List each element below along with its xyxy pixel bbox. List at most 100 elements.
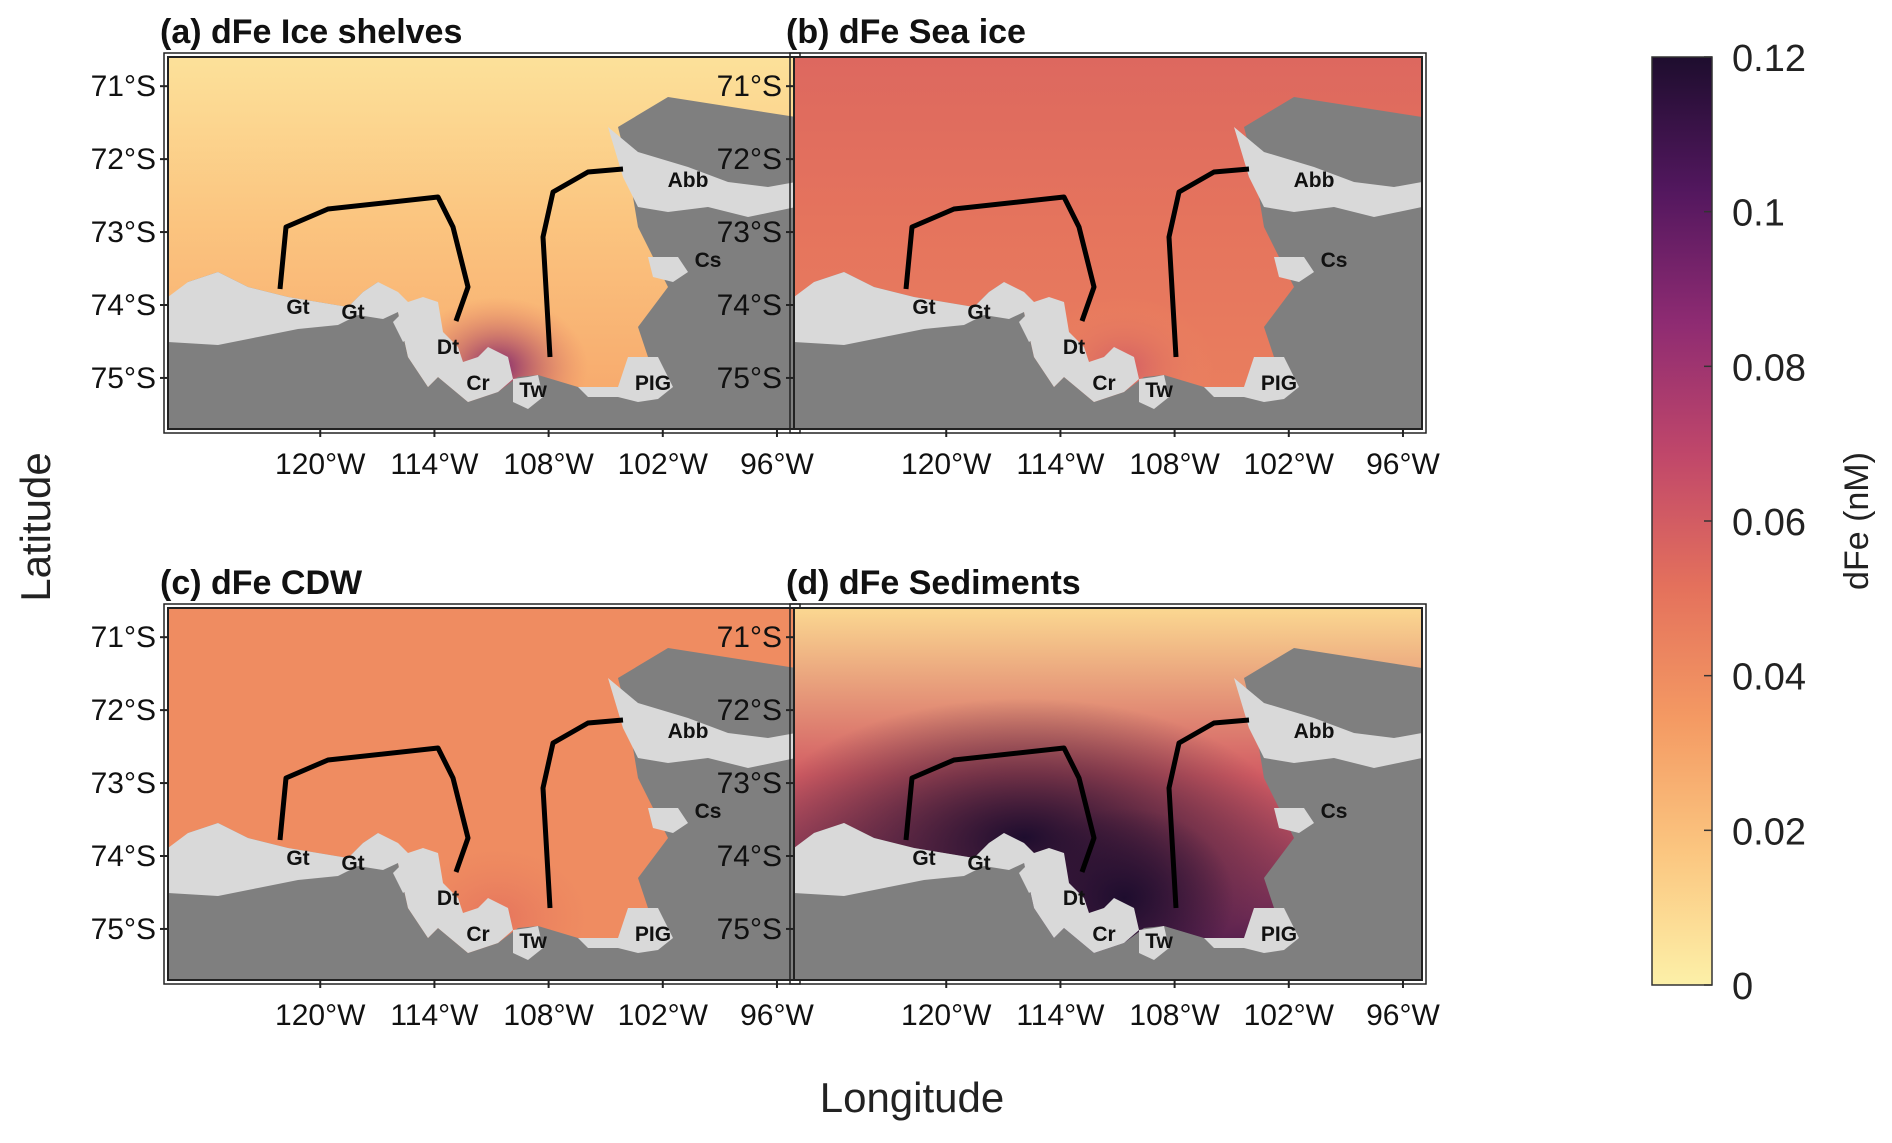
lon-tick-label: 96°W xyxy=(740,448,814,481)
lat-tick-label: 72°S xyxy=(717,143,782,176)
lat-tick-label: 72°S xyxy=(717,694,782,727)
place-label: Dt xyxy=(437,887,459,910)
colorbar-tick-label: 0.04 xyxy=(1732,657,1806,699)
panel-title: (d) dFe Sediments xyxy=(786,564,1081,602)
place-label: Cs xyxy=(1321,249,1348,272)
lat-tick-label: 73°S xyxy=(717,767,782,800)
place-label: Cr xyxy=(1092,372,1115,395)
lat-tick-label: 74°S xyxy=(717,840,782,873)
lat-tick-label: 75°S xyxy=(717,913,782,946)
panel-b: Gt Gt Dt Cr Tw PIG Cs Abb (b) dFe Sea ice 120°W 11… xyxy=(717,13,1441,481)
polynya-outline xyxy=(277,194,471,322)
colorbar-tick-label: 0.02 xyxy=(1732,811,1806,853)
place-label: Cs xyxy=(695,249,722,272)
place-label: PIG xyxy=(1261,923,1297,946)
lon-tick-label: 96°W xyxy=(740,999,814,1032)
lon-tick-label: 108°W xyxy=(503,448,594,481)
panel-a: Gt Gt Dt Cr Tw PIG Cs Abb (a) dFe Ice shelves 120… xyxy=(91,13,815,481)
lat-tick-label: 72°S xyxy=(91,143,156,176)
place-label: Tw xyxy=(1145,379,1173,402)
colorbar-label: dFe (nM) xyxy=(1838,452,1876,590)
lat-tick-label: 75°S xyxy=(91,913,156,946)
y-axis-label: Latitude xyxy=(12,452,59,601)
place-label: PIG xyxy=(635,923,671,946)
lat-tick-label: 74°S xyxy=(717,289,782,322)
map-frame xyxy=(793,56,1423,430)
place-label: Dt xyxy=(437,336,459,359)
lat-tick-label: 75°S xyxy=(91,362,156,395)
place-label: PIG xyxy=(1261,372,1297,395)
place-label: Tw xyxy=(1145,930,1173,953)
colorbar-tick-label: 0 xyxy=(1732,966,1753,1008)
lat-tick-label: 73°S xyxy=(91,767,156,800)
place-label: Gt xyxy=(341,852,364,875)
polynya-outline xyxy=(903,745,1097,873)
place-label: Abb xyxy=(668,169,709,192)
polynya-outline xyxy=(903,194,1097,322)
place-label: Dt xyxy=(1063,336,1085,359)
lon-tick-label: 120°W xyxy=(275,999,366,1032)
polynya-outline xyxy=(277,745,471,873)
polynya-outline xyxy=(540,166,624,358)
lat-tick-label: 73°S xyxy=(717,216,782,249)
lon-tick-label: 108°W xyxy=(1129,999,1220,1032)
lat-tick-label: 74°S xyxy=(91,289,156,322)
polynya-outline xyxy=(1166,717,1250,909)
lon-tick-label: 108°W xyxy=(503,999,594,1032)
panel-d: Gt Gt Dt Cr Tw PIG Cs Abb (d) dFe Sediments 120°W… xyxy=(717,564,1441,1032)
colorbar-tick-label: 0.1 xyxy=(1732,193,1785,235)
place-label: Gt xyxy=(286,847,309,870)
place-label: Cr xyxy=(466,923,489,946)
place-label: Cs xyxy=(1321,800,1348,823)
lat-tick-label: 74°S xyxy=(91,840,156,873)
place-label: Gt xyxy=(286,296,309,319)
place-label: Tw xyxy=(519,379,547,402)
map-frame xyxy=(789,603,1427,985)
place-label: Abb xyxy=(1294,720,1335,743)
lon-tick-label: 120°W xyxy=(901,999,992,1032)
lon-tick-label: 102°W xyxy=(1244,448,1335,481)
place-label: Tw xyxy=(519,930,547,953)
colorbar-tick-label: 0.06 xyxy=(1732,502,1806,544)
place-label: Dt xyxy=(1063,887,1085,910)
lon-tick-label: 102°W xyxy=(1244,999,1335,1032)
place-label: Gt xyxy=(912,847,935,870)
panel-title: (a) dFe Ice shelves xyxy=(160,13,462,51)
lon-tick-label: 120°W xyxy=(275,448,366,481)
place-label: Cr xyxy=(1092,923,1115,946)
lat-tick-label: 73°S xyxy=(91,216,156,249)
map-frame xyxy=(793,607,1423,981)
place-label: Gt xyxy=(341,301,364,324)
lon-tick-label: 120°W xyxy=(901,448,992,481)
lon-tick-label: 108°W xyxy=(1129,448,1220,481)
lon-tick-label: 114°W xyxy=(390,448,479,481)
lat-tick-label: 71°S xyxy=(717,70,782,103)
place-label: Cr xyxy=(466,372,489,395)
place-label: Gt xyxy=(967,301,990,324)
place-label: Abb xyxy=(668,720,709,743)
place-label: PIG xyxy=(635,372,671,395)
lat-tick-label: 72°S xyxy=(91,694,156,727)
panel-c: Gt Gt Dt Cr Tw PIG Cs Abb (c) dFe CDW 120°W 114°W 1… xyxy=(91,564,815,1032)
x-axis-label: Longitude xyxy=(820,1074,1005,1121)
place-label: Cs xyxy=(695,800,722,823)
place-label: Gt xyxy=(967,852,990,875)
polynya-outline xyxy=(540,717,624,909)
lon-tick-label: 114°W xyxy=(1016,999,1105,1032)
polynya-outline xyxy=(1166,166,1250,358)
lat-tick-label: 71°S xyxy=(91,621,156,654)
colorbar-tick-label: 0.12 xyxy=(1732,38,1806,80)
colorbar xyxy=(1651,56,1713,986)
lon-tick-label: 102°W xyxy=(618,448,709,481)
panel-title: (c) dFe CDW xyxy=(160,564,363,602)
panel-title: (b) dFe Sea ice xyxy=(786,13,1026,51)
colorbar-tick-label: 0.08 xyxy=(1732,347,1806,389)
map-frame xyxy=(789,52,1427,434)
place-label: Abb xyxy=(1294,169,1335,192)
lon-tick-label: 114°W xyxy=(390,999,479,1032)
lat-tick-label: 75°S xyxy=(717,362,782,395)
lon-tick-label: 114°W xyxy=(1016,448,1105,481)
lat-tick-label: 71°S xyxy=(91,70,156,103)
lon-tick-label: 96°W xyxy=(1366,448,1440,481)
